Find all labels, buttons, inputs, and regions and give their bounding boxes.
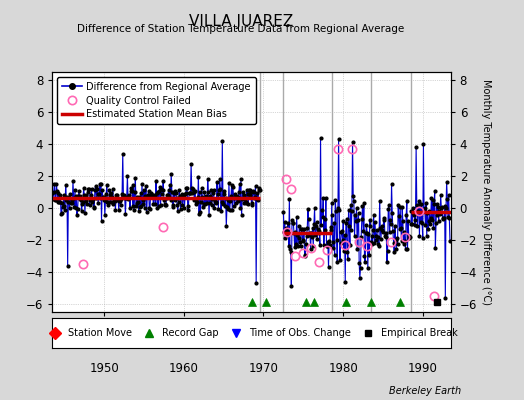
Text: 1980: 1980 [328, 362, 358, 375]
Y-axis label: Monthly Temperature Anomaly Difference (°C): Monthly Temperature Anomaly Difference (… [481, 79, 491, 305]
Text: 1990: 1990 [408, 362, 438, 375]
Text: Berkeley Earth: Berkeley Earth [389, 386, 461, 396]
Text: VILLA JUAREZ: VILLA JUAREZ [189, 14, 293, 29]
Text: 1950: 1950 [89, 362, 119, 375]
Legend: Difference from Regional Average, Quality Control Failed, Estimated Station Mean: Difference from Regional Average, Qualit… [57, 77, 256, 124]
Text: Difference of Station Temperature Data from Regional Average: Difference of Station Temperature Data f… [78, 24, 405, 34]
Legend: Station Move, Record Gap, Time of Obs. Change, Empirical Break: Station Move, Record Gap, Time of Obs. C… [42, 325, 461, 341]
Text: 1960: 1960 [169, 362, 199, 375]
Text: 1970: 1970 [248, 362, 278, 375]
